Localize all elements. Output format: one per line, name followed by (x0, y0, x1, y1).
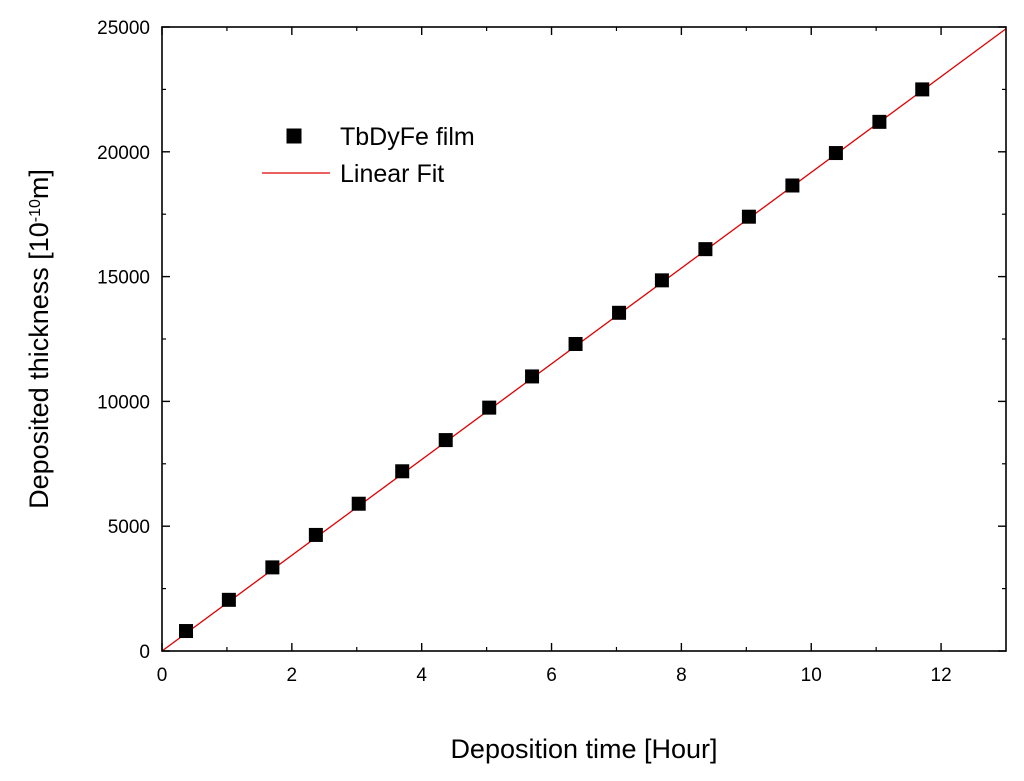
y-axis-label-suffix: m] (24, 169, 54, 199)
y-tick-label: 25000 (97, 18, 150, 39)
x-tick-labels: 0 2 4 6 8 10 12 (157, 665, 952, 686)
data-point (482, 400, 497, 415)
data-point (698, 242, 713, 257)
linear-fit-layer (161, 28, 1007, 652)
x-tick-label: 0 (157, 665, 168, 686)
data-point (915, 82, 930, 97)
y-axis-label-prefix: Deposited thickness [10 (24, 222, 54, 509)
y-tick-label: 0 (139, 642, 150, 663)
data-point (741, 209, 756, 224)
data-point (654, 273, 669, 288)
data-point (395, 464, 410, 479)
data-point (438, 433, 453, 448)
axis-ticks (161, 26, 1006, 652)
data-points-layer (179, 82, 930, 639)
data-point (179, 624, 194, 639)
legend-marker-square (286, 128, 302, 144)
data-point (308, 527, 323, 542)
x-tick-label: 4 (416, 665, 427, 686)
y-tick-label: 20000 (97, 143, 150, 164)
data-point (525, 369, 540, 384)
data-point (568, 336, 583, 351)
x-tick-label: 2 (287, 665, 298, 686)
data-point (221, 592, 236, 607)
data-point (785, 178, 800, 193)
data-point (265, 560, 280, 575)
linear-fit-line (161, 28, 1007, 652)
y-tick-label: 10000 (97, 392, 150, 413)
data-point (872, 114, 887, 129)
y-tick-labels: 0 5000 10000 15000 20000 25000 (97, 18, 150, 663)
x-tick-label: 10 (801, 665, 822, 686)
x-tick-label: 8 (676, 665, 687, 686)
y-axis-label: Deposited thickness [10-10m] (24, 169, 54, 509)
data-point (351, 496, 366, 511)
legend-label-linear-fit: Linear Fit (340, 160, 444, 188)
y-axis-label-superscript: -10 (27, 199, 44, 222)
data-point (612, 305, 627, 320)
y-tick-label: 15000 (97, 268, 150, 289)
y-tick-label: 5000 (108, 517, 150, 538)
x-tick-label: 12 (931, 665, 952, 686)
legend: TbDyFe film Linear Fit (262, 123, 475, 188)
x-tick-label: 6 (546, 665, 557, 686)
data-point (828, 146, 843, 161)
legend-label-tbdyfe-film: TbDyFe film (340, 123, 475, 151)
x-axis-label: Deposition time [Hour] (450, 734, 717, 764)
